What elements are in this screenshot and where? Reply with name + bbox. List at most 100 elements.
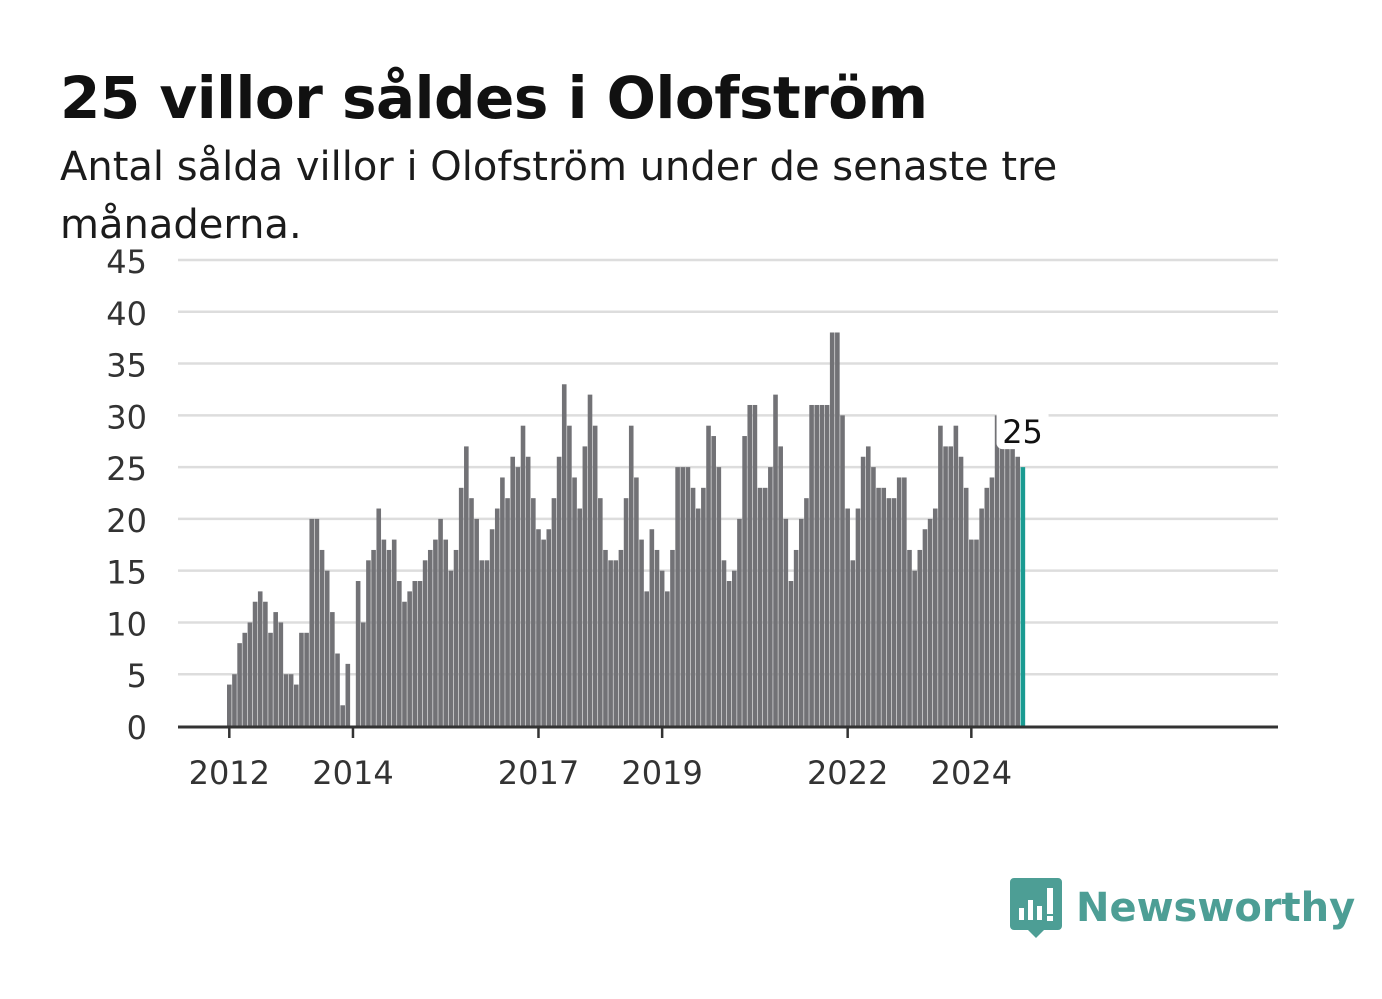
bar [422, 560, 428, 726]
bar [582, 446, 588, 726]
bar [345, 663, 351, 726]
bar [855, 508, 861, 726]
bar [417, 581, 423, 726]
bar [464, 446, 469, 726]
bar [907, 549, 912, 726]
bar [891, 498, 897, 726]
bar [381, 539, 387, 726]
bar [494, 508, 500, 726]
bar [618, 549, 624, 726]
bar [912, 570, 917, 726]
bar [850, 560, 856, 726]
bar [268, 632, 273, 726]
bar [525, 456, 531, 726]
bar [469, 498, 474, 726]
bar [623, 498, 629, 726]
bar [531, 498, 536, 726]
bar [237, 643, 242, 726]
bar [984, 487, 990, 726]
bar [613, 560, 619, 726]
bar [232, 674, 237, 726]
bar [876, 487, 881, 726]
bar [263, 601, 268, 726]
bar [685, 467, 691, 726]
brand-name: Newsworthy [1076, 885, 1356, 931]
bar [1005, 436, 1010, 726]
x-tick-label: 2022 [807, 754, 888, 792]
bar [819, 404, 825, 726]
x-tick-label: 2019 [621, 754, 702, 792]
bar [252, 601, 258, 726]
bar [299, 632, 304, 726]
bar [665, 591, 670, 726]
x-axis-ticks: 2012 2014 2017 2019 2022 2024 [189, 728, 1012, 792]
bar [438, 518, 443, 726]
bar [824, 404, 830, 726]
bar [412, 581, 418, 726]
highlight-value-label: 25 [1002, 413, 1043, 451]
bar [798, 518, 804, 726]
bar [871, 467, 876, 726]
bar [757, 487, 763, 726]
x-tick-label: 2024 [931, 754, 1012, 792]
x-tick-label: 2017 [498, 754, 579, 792]
bar [917, 549, 923, 726]
bar [288, 674, 294, 726]
bar [829, 332, 835, 726]
bar [989, 477, 995, 726]
bar [397, 581, 402, 726]
bar [330, 612, 335, 726]
bar [556, 456, 562, 726]
y-tick-label: 35 [106, 347, 147, 385]
bar [1015, 456, 1021, 726]
bar [716, 467, 722, 726]
highlight-label-group: 25 [996, 409, 1049, 451]
bar [680, 467, 686, 726]
bar [366, 560, 371, 726]
bar [695, 508, 701, 726]
bar [979, 508, 984, 726]
newsworthy-logo: Newsworthy [1010, 878, 1355, 938]
bar [804, 498, 809, 726]
bar [598, 498, 603, 726]
y-tick-label: 40 [106, 295, 147, 333]
bar [427, 549, 433, 726]
bar [376, 508, 382, 726]
bar [335, 653, 340, 726]
bar [227, 684, 232, 726]
bar [783, 518, 789, 726]
bar [659, 570, 665, 726]
bar [293, 684, 299, 726]
bar [319, 549, 325, 726]
bar [541, 539, 546, 726]
bar [726, 581, 732, 726]
bar [809, 404, 814, 726]
bar [639, 539, 644, 726]
bar [628, 425, 634, 726]
bar [443, 539, 449, 726]
bar [742, 436, 747, 726]
bar [788, 581, 794, 726]
bar [500, 477, 505, 726]
bar [577, 508, 583, 726]
bar [690, 487, 696, 726]
bar [948, 446, 954, 726]
x-tick-label: 2012 [189, 754, 270, 792]
bar [747, 404, 753, 726]
bar [561, 384, 567, 726]
bar [603, 549, 608, 726]
bar [922, 529, 928, 726]
y-tick-label: 25 [106, 450, 147, 488]
bar [706, 425, 711, 726]
bar [953, 425, 959, 726]
bar [675, 467, 680, 726]
y-tick-label: 20 [106, 502, 147, 540]
bar [304, 632, 309, 726]
y-tick-label: 10 [106, 605, 147, 643]
bar [721, 560, 727, 726]
bar [938, 425, 943, 726]
bar [943, 446, 948, 726]
bar [546, 529, 552, 726]
bar [762, 487, 768, 726]
